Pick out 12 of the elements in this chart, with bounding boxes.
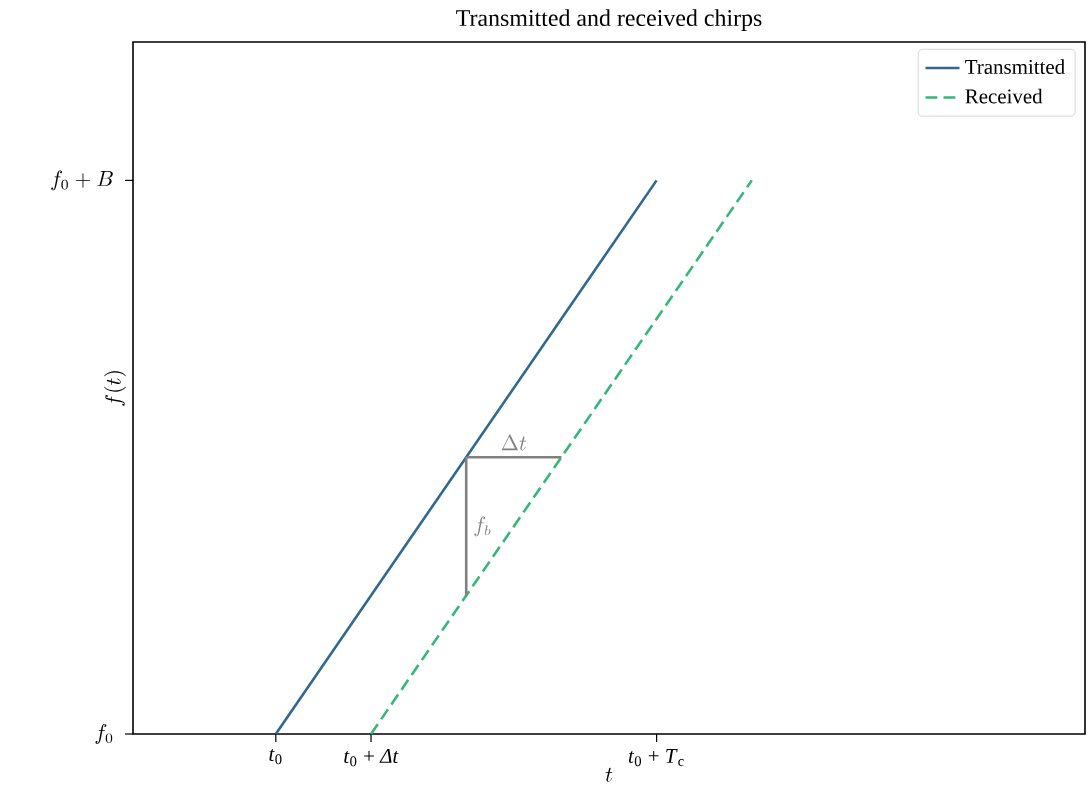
legend-label: Transmitted [965, 59, 1065, 74]
annotation: $\Delta t$ [501, 434, 527, 451]
chart-title: Transmitted and received chirps [456, 9, 762, 31]
x-axis-title: $t$ [605, 767, 613, 782]
x-tick-label: t$_{0}$ + T$_{c}$ [628, 749, 684, 767]
annotation: $f_b$ [474, 516, 491, 537]
x-tick-label: t$_{0}$ [269, 749, 282, 765]
legend-label: Received [965, 88, 1043, 104]
x-tick-label: t$_{0}$ + Δt [344, 749, 399, 767]
text: $f_0 + B$ [51, 170, 113, 191]
y-axis-title: $f(t)$ [104, 371, 126, 406]
text: $f_0$ [95, 724, 113, 744]
